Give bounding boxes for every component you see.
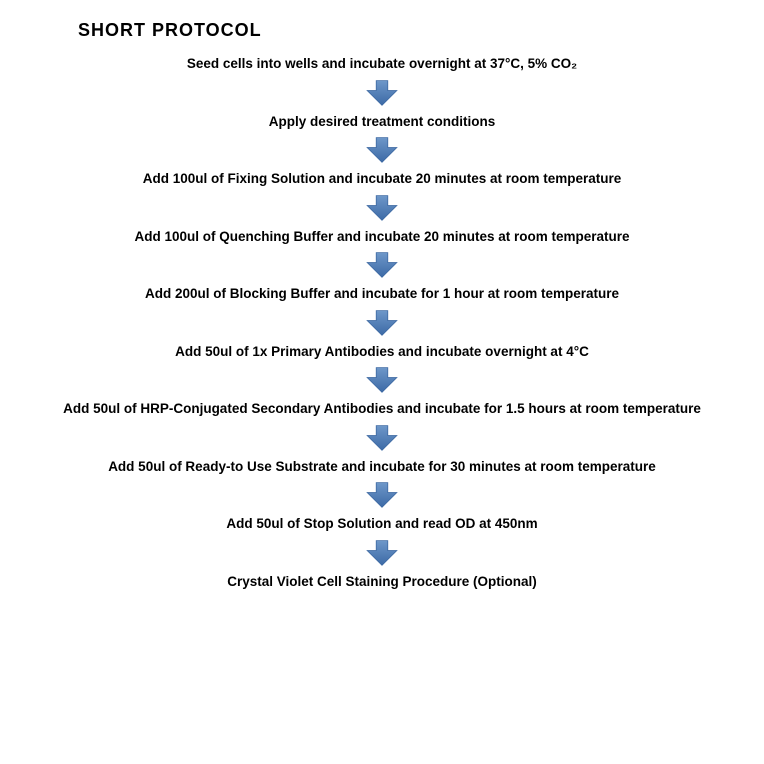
arrow-down-icon	[40, 136, 724, 164]
step-10: Crystal Violet Cell Staining Procedure (…	[62, 573, 702, 591]
arrow-down-icon	[40, 251, 724, 279]
step-9: Add 50ul of Stop Solution and read OD at…	[62, 515, 702, 533]
step-3: Add 100ul of Fixing Solution and incubat…	[62, 170, 702, 188]
protocol-page: SHORT PROTOCOL Seed cells into wells and…	[0, 0, 764, 600]
arrow-down-icon	[40, 366, 724, 394]
arrow-down-icon	[40, 424, 724, 452]
flowchart: Seed cells into wells and incubate overn…	[40, 55, 724, 590]
step-4: Add 100ul of Quenching Buffer and incuba…	[62, 228, 702, 246]
arrow-down-icon	[40, 539, 724, 567]
step-6: Add 50ul of 1x Primary Antibodies and in…	[62, 343, 702, 361]
arrow-down-icon	[40, 79, 724, 107]
step-8: Add 50ul of Ready-to Use Substrate and i…	[62, 458, 702, 476]
step-5: Add 200ul of Blocking Buffer and incubat…	[62, 285, 702, 303]
step-1: Seed cells into wells and incubate overn…	[62, 55, 702, 73]
step-2: Apply desired treatment conditions	[62, 113, 702, 131]
arrow-down-icon	[40, 481, 724, 509]
step-7: Add 50ul of HRP-Conjugated Secondary Ant…	[62, 400, 702, 418]
arrow-down-icon	[40, 194, 724, 222]
page-title: SHORT PROTOCOL	[78, 20, 724, 41]
arrow-down-icon	[40, 309, 724, 337]
